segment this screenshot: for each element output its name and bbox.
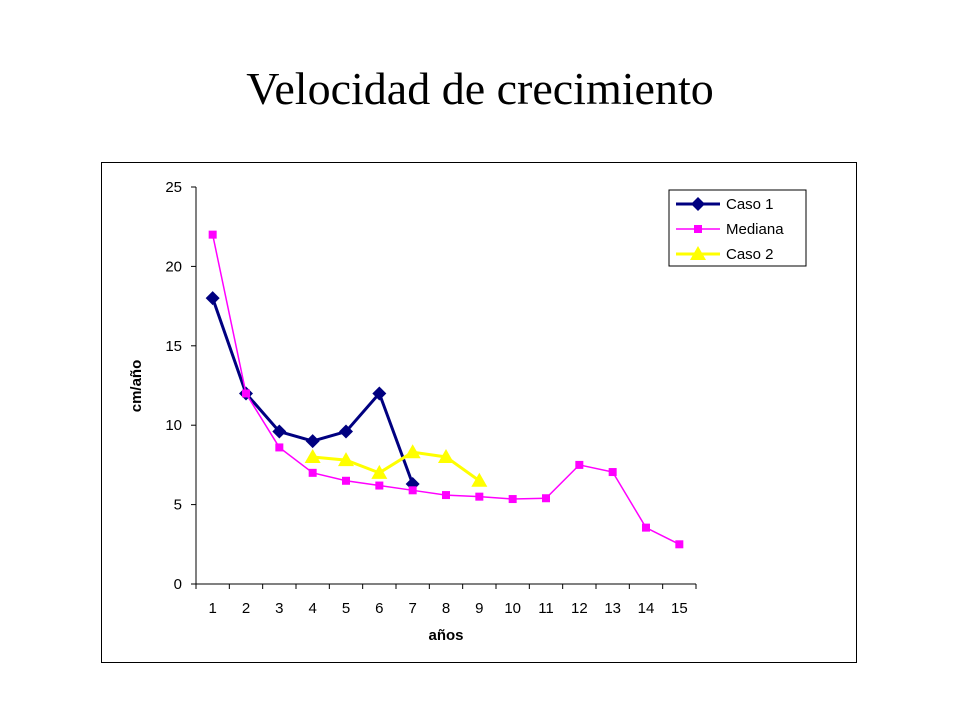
data-point-0 xyxy=(339,424,353,439)
y-axis-label: cm/año xyxy=(128,360,145,413)
data-point-1 xyxy=(642,523,650,532)
data-point-2 xyxy=(338,452,354,467)
x-tick-label: 7 xyxy=(408,600,416,617)
x-tick-label: 6 xyxy=(375,600,383,617)
x-tick-label: 8 xyxy=(442,600,450,617)
data-point-1 xyxy=(342,476,350,485)
x-tick-label: 14 xyxy=(638,600,655,617)
data-point-0 xyxy=(272,424,287,439)
chart-frame xyxy=(101,162,857,663)
data-point-2 xyxy=(471,472,488,487)
data-point-1 xyxy=(242,389,250,398)
data-point-2 xyxy=(304,448,321,463)
x-tick-label: 13 xyxy=(604,600,621,617)
x-tick-label: 12 xyxy=(571,600,588,617)
legend-marker xyxy=(690,246,706,260)
data-point-1 xyxy=(542,494,550,503)
data-point-2 xyxy=(438,448,454,463)
x-tick-label: 4 xyxy=(308,600,316,617)
y-tick-label: 10 xyxy=(165,417,182,434)
x-tick-label: 1 xyxy=(208,600,216,617)
data-point-1 xyxy=(308,468,317,477)
data-point-0 xyxy=(372,386,387,401)
y-tick-label: 20 xyxy=(165,258,182,275)
data-point-2 xyxy=(404,444,421,459)
series-line-2 xyxy=(312,450,481,483)
data-point-1 xyxy=(375,481,384,490)
legend-label: Caso 1 xyxy=(726,196,774,213)
x-tick-label: 10 xyxy=(504,600,521,617)
data-point-0 xyxy=(305,434,320,449)
data-point-1 xyxy=(208,230,217,239)
x-tick-label: 2 xyxy=(242,600,250,617)
y-tick-label: 25 xyxy=(165,179,182,196)
y-tick-label: 5 xyxy=(174,497,182,514)
x-tick-label: 3 xyxy=(275,600,283,617)
data-point-1 xyxy=(475,492,484,501)
legend-label: Caso 2 xyxy=(726,246,774,263)
data-point-1 xyxy=(442,491,450,500)
data-point-1 xyxy=(608,468,617,477)
data-point-1 xyxy=(508,495,517,504)
x-tick-label: 5 xyxy=(342,600,350,617)
x-axis-label: años xyxy=(428,627,463,644)
x-tick-label: 9 xyxy=(475,600,483,617)
page-title: Velocidad de crecimiento xyxy=(246,63,714,114)
x-tick-label: 15 xyxy=(671,600,688,617)
legend-marker xyxy=(694,225,702,233)
legend-marker xyxy=(691,197,705,211)
data-point-2 xyxy=(371,464,388,479)
y-tick-label: 0 xyxy=(174,576,182,593)
legend-label: Mediana xyxy=(726,221,784,238)
data-point-1 xyxy=(675,540,684,549)
data-point-0 xyxy=(205,291,220,306)
data-point-1 xyxy=(408,486,417,495)
data-point-1 xyxy=(275,443,284,452)
y-tick-label: 15 xyxy=(165,338,182,355)
data-point-1 xyxy=(575,460,584,469)
x-tick-label: 11 xyxy=(538,600,554,617)
